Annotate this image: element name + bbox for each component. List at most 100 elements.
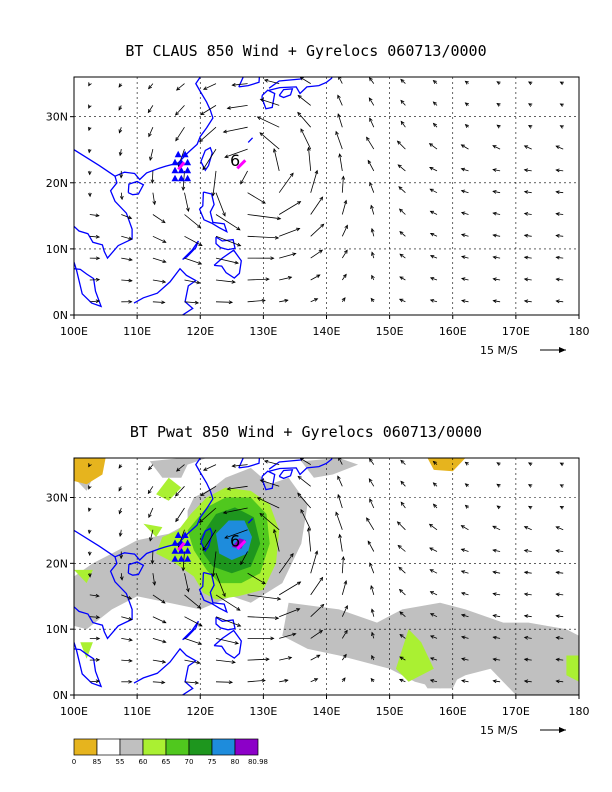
wind-vector — [398, 566, 406, 574]
x-tick-label: 180 — [569, 705, 590, 718]
wind-vector — [528, 103, 533, 107]
wind-vector — [202, 83, 217, 90]
coastline-luzon — [198, 191, 228, 234]
wind-vector — [555, 549, 564, 553]
wind-vector — [460, 277, 469, 281]
wind-vector — [399, 656, 406, 661]
wind-vector — [555, 168, 564, 173]
coastline-okinawa — [247, 137, 254, 143]
colorbar-label: 70 — [185, 758, 194, 766]
colorbar-label: 85 — [93, 758, 102, 766]
wind-vector — [492, 679, 501, 684]
panel2-gyre-markers: 6 — [171, 531, 247, 562]
wind-vector — [396, 521, 406, 531]
wind-vector — [523, 255, 532, 260]
wind-vector — [492, 190, 501, 194]
wind-vector — [341, 273, 347, 281]
wind-vector — [492, 233, 501, 238]
wind-vector — [341, 629, 348, 639]
wind-vector — [400, 78, 406, 84]
gyre-location-triangle — [177, 555, 185, 562]
wind-vector — [368, 478, 375, 487]
wind-vector — [341, 249, 348, 259]
gyre-location-triangle — [177, 174, 185, 182]
coastline-okinawa — [247, 518, 254, 524]
panel1-vector-key-label: 15 M/S — [480, 344, 518, 357]
wind-vector — [429, 569, 438, 574]
coastline-mindanao — [213, 629, 242, 659]
wind-vector — [152, 638, 167, 644]
wind-vector — [555, 592, 564, 597]
wind-vector — [368, 458, 375, 465]
wind-vector — [89, 213, 100, 218]
wind-vector — [175, 126, 185, 142]
wind-vector — [496, 103, 501, 107]
wind-vector — [152, 214, 166, 224]
wind-vector — [247, 657, 270, 662]
wind-vector — [310, 223, 325, 237]
x-tick-label: 110E — [123, 705, 151, 718]
coastline-honshu_n — [268, 458, 305, 470]
wind-vector — [174, 486, 185, 497]
x-tick-label: 100E — [60, 325, 88, 338]
colorbar-swatch — [165, 738, 190, 756]
wind-vector — [149, 529, 154, 542]
wind-vector — [200, 485, 217, 496]
wind-vector — [176, 464, 185, 472]
wind-vector — [555, 255, 564, 260]
wind-vector — [369, 181, 375, 193]
wind-vector — [366, 136, 375, 150]
wind-vector — [279, 276, 293, 281]
wind-vector — [118, 486, 123, 492]
wind-vector — [226, 105, 248, 110]
wind-vector — [369, 562, 375, 574]
x-tick-label: 160E — [439, 705, 467, 718]
panel1-map: 6 100E 110E 120E 130E 140E 150E 160E 170E 1800N1… — [46, 76, 590, 357]
colorbar-swatch — [211, 738, 236, 756]
wind-vector — [368, 77, 375, 84]
gyre-location-triangle — [184, 555, 192, 562]
y-tick-label: 20N — [46, 557, 68, 570]
x-tick-label: 170E — [502, 705, 530, 718]
panel1-gridlines — [74, 77, 579, 315]
wind-vector — [259, 98, 280, 106]
wind-vector — [222, 507, 248, 515]
colorbar-swatch — [73, 738, 98, 756]
wind-vector — [429, 635, 438, 639]
wind-vector — [335, 511, 343, 530]
wind-vector — [432, 80, 438, 84]
wind-vector — [460, 548, 469, 552]
wind-vector — [496, 462, 501, 466]
wind-vector — [148, 83, 154, 90]
wind-vector — [300, 508, 312, 530]
wind-vector — [118, 464, 123, 469]
wind-vector — [119, 551, 124, 560]
colorbar-swatch — [96, 738, 121, 756]
wind-vector — [279, 608, 301, 618]
wind-vector — [215, 300, 234, 305]
wind-vector — [370, 297, 375, 303]
colorbar-label: 55 — [116, 758, 125, 766]
wind-vector — [89, 299, 100, 304]
wind-vector — [429, 232, 438, 237]
wind-vector — [88, 485, 92, 490]
wind-vector — [460, 189, 469, 194]
gyre-center-label: 6 — [230, 532, 240, 551]
gyre-location-triangle — [174, 531, 182, 538]
coastline-honshu_n — [268, 77, 305, 89]
wind-vector — [310, 196, 324, 215]
wind-vector — [247, 214, 282, 221]
gyre-location-triangle — [171, 174, 179, 182]
x-tick-label: 150E — [376, 325, 404, 338]
wind-vector — [464, 124, 469, 128]
wind-vector — [400, 120, 406, 128]
y-tick-label: 30N — [46, 492, 68, 505]
wind-vector — [118, 529, 123, 537]
wind-vector — [527, 462, 533, 467]
wind-vector — [460, 167, 469, 172]
wind-vector — [528, 505, 533, 510]
y-tick-label: 20N — [46, 177, 68, 190]
wind-vector — [310, 678, 319, 683]
wind-vector — [310, 169, 319, 193]
wind-vector — [370, 204, 375, 215]
